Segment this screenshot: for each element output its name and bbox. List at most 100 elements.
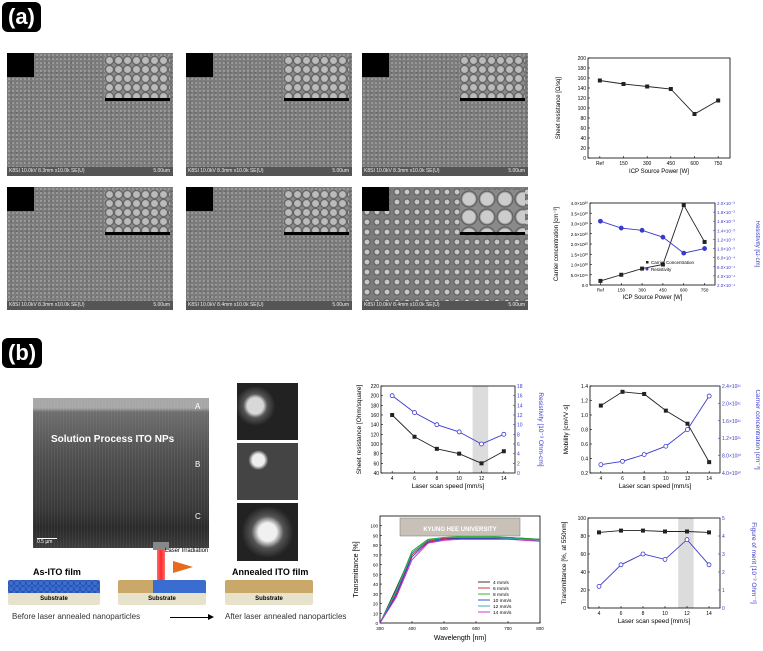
y-tick-label: 0.4 xyxy=(581,457,588,463)
x-tick-label: 600 xyxy=(680,288,688,293)
x-axis-label: Laser scan speed [mm/s] xyxy=(412,483,485,490)
x-tick-label: 400 xyxy=(408,626,416,631)
y-tick-label: 40 xyxy=(373,582,379,587)
y2-tick-label: 1.6×10⁻³ xyxy=(717,219,735,224)
inset-photo-text: KYUNG HEE UNIVERSITY xyxy=(423,527,496,533)
y2-tick-label: 5 xyxy=(722,516,725,522)
y-tick-label: 220 xyxy=(371,384,380,390)
as-ito-film xyxy=(8,580,100,594)
chart-b3: 0 10 20 30 40 50 60 70 80 90 100 300 400 500 600 700 800… xyxy=(353,515,544,642)
y-axis-label: Mobility [cm²/V·s] xyxy=(563,404,570,454)
chart-b2: 0.2 0.4 0.6 0.8 1.0 1.2 1.4 4.0×10²⁰ 8.0×10²⁰ 1.2… xyxy=(563,384,760,490)
x-tick-label: 4 xyxy=(598,611,601,617)
x-tick-label: 750 xyxy=(701,288,709,293)
y-tick-label: 2.5×10²⁰ xyxy=(571,232,588,237)
y-tick-label: 50 xyxy=(373,572,379,577)
y2-tick-label: 8.0×10²⁰ xyxy=(722,454,741,460)
series-line xyxy=(379,535,541,624)
x-tick-label: 150 xyxy=(617,288,625,293)
y2-tick-label: 18 xyxy=(517,384,523,390)
data-point xyxy=(621,82,626,86)
legend-marker xyxy=(646,261,649,264)
y-tick-label: 120 xyxy=(371,432,380,438)
series-line xyxy=(391,395,505,445)
y-tick-label: 0.0 xyxy=(582,283,589,288)
data-point xyxy=(642,391,647,396)
x-tick-label: 12 xyxy=(684,611,690,617)
data-point xyxy=(702,246,707,251)
chart-b1: 40 60 80 100 120 140 160 180 200 220 0 2 4 6 8 10 12 14 16… xyxy=(356,384,544,490)
y-axis-label: Sheet resistance [Ω/sq] xyxy=(556,77,562,140)
x-tick-label: 450 xyxy=(667,161,676,167)
x-tick-label: 10 xyxy=(456,476,462,482)
data-point xyxy=(618,562,624,568)
y-tick-label: 100 xyxy=(371,442,380,448)
data-point xyxy=(620,389,625,394)
tem-image-a xyxy=(237,383,298,440)
data-point xyxy=(412,410,417,415)
data-point xyxy=(619,528,623,533)
data-point xyxy=(640,266,645,271)
sem-scale: 5.00um xyxy=(332,168,349,174)
annealed-ito-film-label: Annealed ITO film xyxy=(232,567,309,577)
layer-mark-c: C xyxy=(195,512,201,521)
y-tick-label: 4.0×10²⁰ xyxy=(571,201,588,206)
x-tick-label: 14 xyxy=(501,476,507,482)
series-line xyxy=(600,395,710,466)
series-line xyxy=(600,203,705,282)
x-tick-label: 4 xyxy=(391,476,394,482)
data-point xyxy=(597,530,601,535)
series-line xyxy=(379,536,541,624)
x-axis-label: ICP Source Power [W] xyxy=(629,169,689,175)
y2-tick-label: 1.6×10²¹ xyxy=(722,419,741,425)
data-point xyxy=(434,422,440,428)
data-point xyxy=(597,78,602,83)
series-line xyxy=(598,538,710,587)
series-line xyxy=(599,80,719,115)
y-tick-label: 60 xyxy=(373,461,379,467)
y-tick-label: 80 xyxy=(373,543,379,548)
panel-a-label: (a) xyxy=(2,2,41,32)
y-tick-label: 40 xyxy=(373,471,379,477)
y2-tick-label: 1.0×10⁻³ xyxy=(717,247,735,252)
y2-tick-label: 1.4×10⁻³ xyxy=(717,228,735,233)
data-point xyxy=(707,460,712,465)
legend-label: 4 mm/s xyxy=(493,580,509,586)
sem-image: K8SI 10.0kV 8.3mm x10.0k SE(U) 5.00um xyxy=(362,53,528,176)
data-point xyxy=(716,98,721,103)
y-tick-label: 80 xyxy=(580,534,586,540)
data-point xyxy=(640,551,646,557)
y-axis-label: Transmittance [%] xyxy=(353,541,360,597)
y2-tick-label: 4 xyxy=(517,452,520,458)
y-tick-label: 140 xyxy=(371,423,380,429)
x-tick-label: 300 xyxy=(643,161,652,167)
x-tick-label: 8 xyxy=(643,476,646,482)
y-tick-label: 30 xyxy=(373,592,379,597)
series-line xyxy=(391,414,505,464)
x-tick-label: 6 xyxy=(621,476,624,482)
process-arrow xyxy=(170,617,210,618)
y-tick-label: 20 xyxy=(580,588,586,594)
data-point xyxy=(660,234,666,240)
y-tick-label: 180 xyxy=(371,403,380,409)
data-point xyxy=(501,431,507,437)
y-tick-label: 0 xyxy=(375,621,378,626)
y-tick-label: 1.0 xyxy=(581,413,588,419)
layer-mark-a: A xyxy=(195,402,201,411)
data-point xyxy=(706,393,712,399)
y2-tick-label: 4 xyxy=(722,534,725,540)
y2-tick-label: 1.2×10²¹ xyxy=(722,436,741,442)
x-tick-label: 14 xyxy=(706,476,712,482)
y2-tick-label: 8 xyxy=(517,432,520,438)
y-tick-label: 2.0×10²⁰ xyxy=(571,242,588,247)
data-point xyxy=(390,413,395,417)
plot-frame xyxy=(587,517,721,609)
before-caption: Before laser annealed nanoparticles xyxy=(12,612,141,621)
data-point xyxy=(457,451,462,456)
y-tick-label: 20 xyxy=(580,146,586,152)
x-tick-label: 4 xyxy=(599,476,602,482)
y2-tick-label: 0 xyxy=(517,471,520,477)
data-point xyxy=(685,529,689,534)
substrate-right: Substrate xyxy=(225,593,313,605)
data-point xyxy=(660,262,665,267)
